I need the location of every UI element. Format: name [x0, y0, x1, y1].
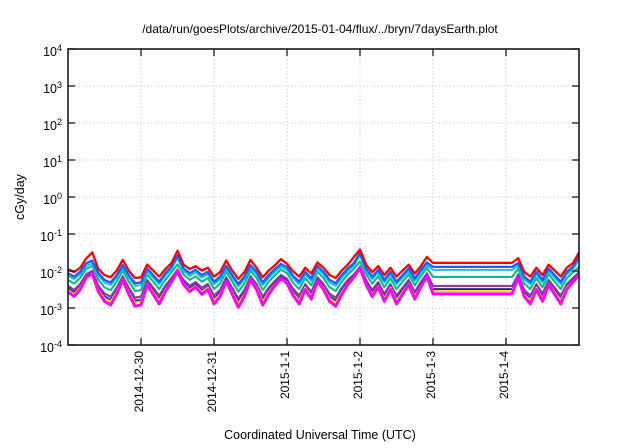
plot-title: /data/run/goesPlots/archive/2015-01-04/f… [142, 22, 498, 36]
y-tick-label: 10-1 [40, 228, 62, 245]
series-line-purple [68, 265, 579, 300]
series-line-red [68, 248, 579, 280]
x-tick-label: 2015-1-4 [497, 351, 511, 400]
y-tick-label: 103 [43, 80, 62, 97]
y-tick-label: 10-2 [40, 265, 62, 282]
series-group [68, 248, 579, 309]
x-tick-label: 2014-12-30 [132, 351, 146, 413]
plot-border [67, 48, 580, 346]
series-line-cyan [68, 254, 579, 288]
x-tick-label: 2015-1-3 [424, 351, 438, 400]
series-line-magenta [68, 266, 579, 309]
y-tick-label: 10-3 [40, 302, 62, 319]
y-tick-label: 100 [43, 191, 62, 208]
y-tick-label: 104 [43, 43, 62, 60]
y-tick-label: 10-4 [40, 339, 62, 356]
y-tick-label: 101 [43, 154, 62, 171]
y-tick-label: 102 [43, 117, 62, 134]
series-line-blue [68, 251, 579, 286]
x-tick-label: 2015-1-2 [351, 351, 365, 400]
series-line-green [68, 260, 579, 293]
x-tick-label: 2014-12-31 [205, 351, 219, 413]
x-axis-label: Coordinated Universal Time (UTC) [224, 428, 416, 442]
x-tick-label: 2015-1-1 [278, 351, 292, 400]
